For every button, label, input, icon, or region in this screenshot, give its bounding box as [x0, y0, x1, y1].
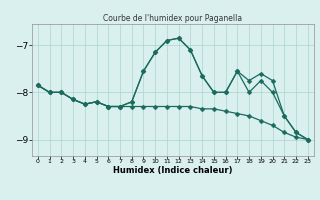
Title: Courbe de l'humidex pour Paganella: Courbe de l'humidex pour Paganella	[103, 14, 242, 23]
X-axis label: Humidex (Indice chaleur): Humidex (Indice chaleur)	[113, 166, 233, 175]
